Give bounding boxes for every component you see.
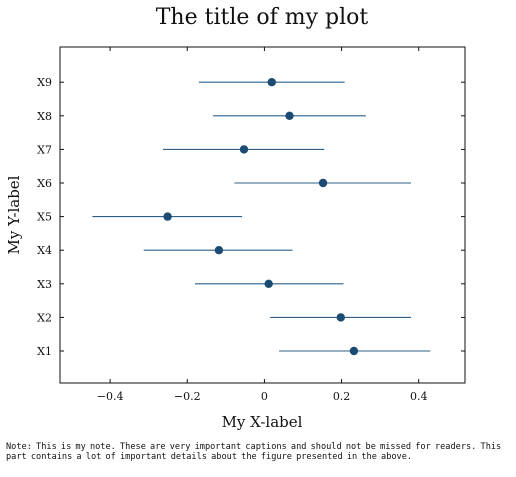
y-tick-label: X8 — [37, 110, 52, 123]
chart-title: The title of my plot — [156, 5, 369, 30]
x-axis: −0.4 −0.2 0 0.2 0.4 — [97, 47, 428, 403]
estimate-point — [264, 279, 273, 288]
estimate-point — [349, 346, 359, 356]
estimate-point — [318, 178, 328, 188]
x-tick-label: 0 — [261, 390, 268, 403]
y-tick-label: X4 — [37, 244, 52, 257]
y-tick-label: X2 — [37, 311, 52, 324]
x-tick-label: 0.2 — [333, 390, 351, 403]
estimate-point — [267, 78, 276, 87]
y-tick-label: X6 — [37, 177, 52, 190]
x-tick-label: −0.4 — [97, 390, 124, 403]
coefficient-plot: The title of my plot −0.4 −0.2 0 0.2 0.4 X1X… — [5, 5, 466, 431]
data-marks — [92, 78, 431, 356]
estimate-point — [239, 145, 249, 154]
y-axis: X1 X2 X3 X4 X5 X6 X7 X8 X9 — [37, 76, 465, 358]
y-tick-label: X3 — [37, 278, 52, 291]
estimate-point — [285, 111, 294, 121]
y-tick-label: X9 — [37, 76, 52, 89]
x-tick-label: −0.2 — [174, 390, 201, 403]
plot-frame — [59, 46, 466, 384]
figure-note: Note: This is my note. These are very im… — [6, 442, 502, 462]
estimate-point — [214, 246, 224, 255]
y-tick-label: X7 — [37, 143, 52, 156]
estimate-point — [336, 313, 345, 322]
y-tick-label: X5 — [37, 211, 52, 224]
estimate-point — [163, 212, 172, 221]
y-tick-label: X1 — [37, 345, 52, 358]
x-axis-label: My X-label — [222, 413, 303, 431]
plot-area — [59, 46, 466, 384]
x-tick-label: 0.4 — [410, 390, 428, 403]
y-axis-label: My Y-label — [5, 175, 23, 254]
